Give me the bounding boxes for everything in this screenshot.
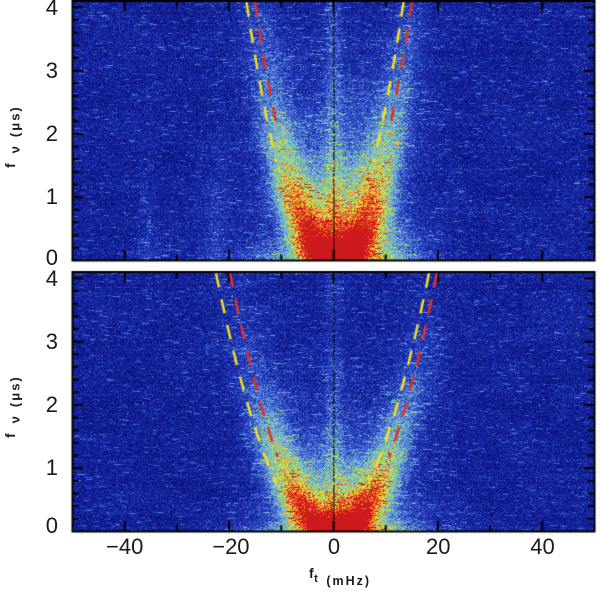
svg-text:fν(μs): fν(μs) <box>2 105 23 168</box>
svg-text:fν(μs): fν(μs) <box>2 375 23 438</box>
